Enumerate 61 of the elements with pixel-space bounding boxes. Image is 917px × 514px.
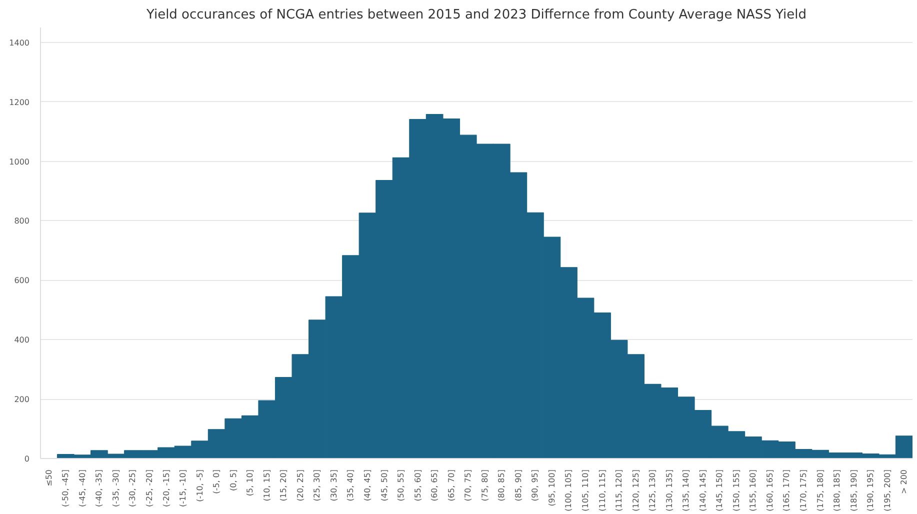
x-tick-label: (70, 75] xyxy=(464,470,473,502)
x-tick-label: (20, 25] xyxy=(296,470,305,502)
y-tick-label: 800 xyxy=(14,216,30,226)
x-tick-label: (190, 195] xyxy=(866,469,876,512)
x-tick-label: (-25, -20] xyxy=(145,469,154,507)
x-tick-label: (115, 120] xyxy=(614,469,624,512)
x-tick-label: (0, 5] xyxy=(228,469,238,492)
x-tick-label: (45, 50] xyxy=(380,470,389,502)
x-tick-label: ≤50 xyxy=(44,469,54,486)
x-tick-label: (60, 65] xyxy=(430,470,440,502)
x-tick-label: (55, 60] xyxy=(413,470,422,502)
x-tick-label: (-5, 0] xyxy=(212,469,222,494)
x-tick-label: (-30, -25] xyxy=(128,469,138,507)
x-tick-label: (-10, -5] xyxy=(195,469,204,502)
x-tick-label: (-20, -15] xyxy=(162,469,171,507)
x-tick-label: (-40, -35] xyxy=(94,469,104,507)
x-tick-label: (-45, -40] xyxy=(78,469,87,507)
x-tick-label: (85, 90] xyxy=(514,470,523,502)
y-tick-label: 400 xyxy=(14,336,30,345)
x-tick-label: (195, 200] xyxy=(882,469,892,512)
x-tick-label: (130, 135] xyxy=(664,469,674,512)
x-tick-label: (25, 30] xyxy=(312,470,322,502)
x-tick-label: (175, 180] xyxy=(816,469,825,512)
y-tick-label: 200 xyxy=(14,395,30,404)
x-tick-label: (155, 160] xyxy=(748,469,758,512)
y-tick-label: 1200 xyxy=(9,98,30,107)
y-tick-label: 600 xyxy=(14,276,30,286)
x-tick-label: (15, 20] xyxy=(279,470,288,502)
x-tick-label: (-50, -45] xyxy=(61,469,70,507)
x-tick-label: (-15, -10] xyxy=(178,469,188,507)
x-tick-label: (170, 175] xyxy=(799,469,808,512)
x-tick-label: (150, 155] xyxy=(732,469,741,512)
x-tick-label: (-35, -30] xyxy=(111,469,120,507)
x-tick-label: (90, 95] xyxy=(530,470,540,502)
x-tick-label: (160, 165] xyxy=(765,469,774,512)
y-tick-label: 1400 xyxy=(9,38,30,48)
x-tick-label: (40, 45] xyxy=(363,470,372,502)
x-tick-label: (50, 55] xyxy=(396,470,406,502)
x-tick-label: (180, 185] xyxy=(832,469,842,512)
x-tick-label: (65, 70] xyxy=(446,470,456,502)
x-tick-label: (95, 100] xyxy=(547,469,556,506)
x-tick-label: (80, 85] xyxy=(497,470,506,502)
x-tick-label: (140, 145] xyxy=(698,469,708,512)
x-tick-label: (35, 40] xyxy=(346,470,356,502)
x-tick-label: > 200 xyxy=(900,470,909,494)
x-tick-label: (165, 170] xyxy=(782,469,792,512)
x-tick-label: (10, 15] xyxy=(262,470,272,502)
x-tick-label: (185, 190] xyxy=(849,469,858,512)
x-tick-label: (100, 105] xyxy=(564,469,574,512)
y-tick-label: 0 xyxy=(24,454,30,464)
x-tick-label: (75, 80] xyxy=(480,470,490,502)
x-tick-label: (30, 35] xyxy=(329,470,338,502)
chart-title: Yield occurances of NCGA entries between 2015 and 2023 Differnce from County Average NASS Yield xyxy=(145,8,807,22)
x-tick-label: (135, 140] xyxy=(682,469,691,512)
x-tick-label: (5, 10] xyxy=(246,469,255,496)
x-tick-label: (125, 130] xyxy=(648,469,658,512)
x-tick-label: (110, 115] xyxy=(598,469,607,512)
y-tick-label: 1000 xyxy=(9,157,30,166)
x-tick-label: (120, 125] xyxy=(631,469,640,512)
x-tick-label: (145, 150] xyxy=(715,469,724,512)
x-tick-label: (105, 110] xyxy=(581,469,590,512)
